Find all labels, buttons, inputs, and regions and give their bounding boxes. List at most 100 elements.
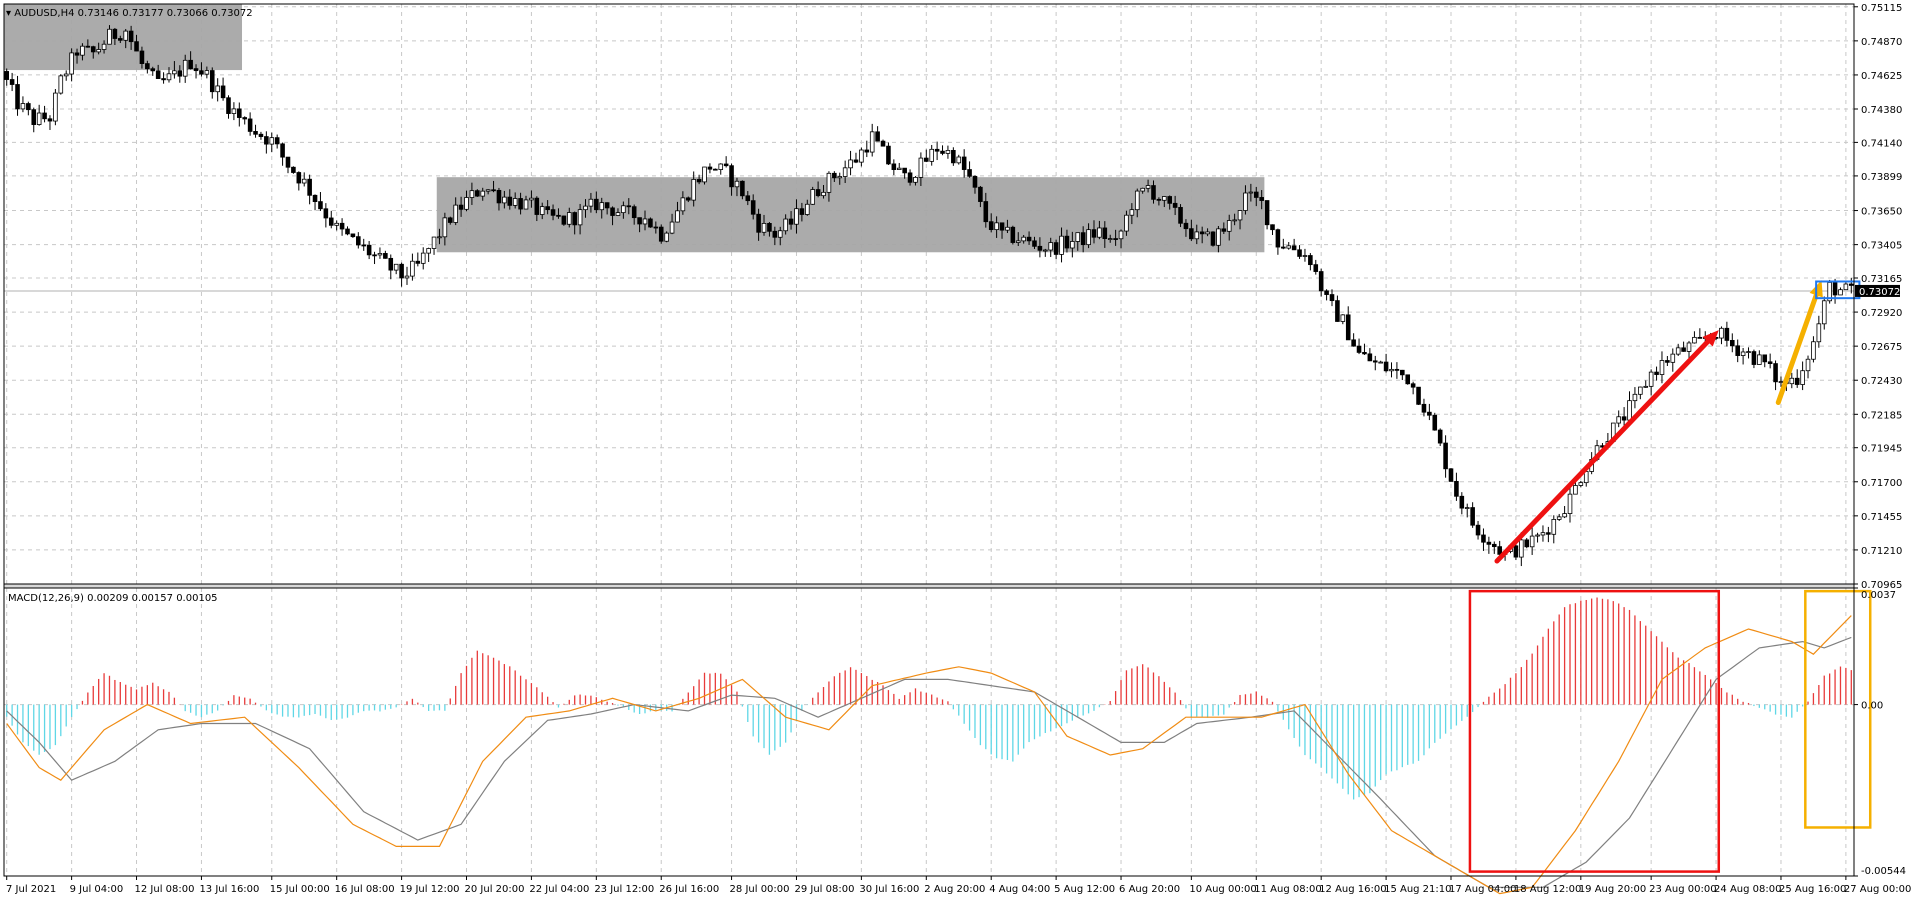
candle-bear [1383,361,1389,372]
candle-bull [1086,229,1091,246]
trend-arrows [1494,280,1861,564]
candle-bear [1767,361,1773,364]
candle-bull [777,230,783,238]
candle-bear [1183,222,1189,230]
candle-bull [1005,226,1010,231]
macd-highlight-box [1804,589,1872,829]
candle-bull [1811,341,1816,360]
candle-bear [1324,290,1329,295]
current-price-badge [1855,284,1900,297]
candle-bear [318,201,323,210]
candle-bear [458,204,464,210]
candle-bull [166,73,172,81]
current-price-label: 0.73072 [1859,287,1900,298]
candle-bull [1248,191,1254,194]
candle-bull [664,232,669,242]
candle-bear [1654,371,1659,375]
candle-bull [182,59,188,77]
candle-bull [1243,192,1248,211]
candle-bull [1578,482,1584,486]
macd-boxes [1468,589,1872,873]
time-tick-label: 10 Aug 00:00 [1189,884,1256,895]
candle-bear [291,166,296,173]
price-tick-label: 0.73899 [1861,172,1902,183]
macd-histogram [6,597,1852,800]
candle-bear [1026,236,1032,242]
candle-bull [1070,241,1075,249]
candle-bull [96,49,101,53]
candle-bear [561,215,567,225]
candle-bear [1172,202,1178,208]
candle-bear [1253,191,1259,198]
candle-bear [1762,354,1768,363]
time-tick-label: 19 Aug 20:00 [1579,884,1646,895]
candle-bull [615,212,621,216]
candle-bull [485,189,491,192]
candle-bear [1470,507,1475,526]
macd-highlight-box [1468,589,1721,873]
price-tick-label: 0.72185 [1861,410,1902,421]
macd-axis: 0.0037 0.00 -0.00544 [1854,587,1906,877]
time-tick-label: 6 Aug 20:00 [1119,884,1180,895]
candle-bear [1356,345,1362,353]
candle-bull [1746,351,1751,353]
trend-arrow-head [1702,330,1719,347]
candle-bear [902,167,907,174]
candle-bull [1583,471,1589,484]
macd-tick-label: -0.00544 [1861,866,1906,877]
candle-bull [1816,323,1822,343]
candle-bull [442,217,448,238]
candle-bull [1226,220,1232,232]
candle-bear [1313,264,1319,272]
candle-bear [161,78,166,81]
time-tick-label: 12 Jul 08:00 [135,884,195,895]
candle-bear [9,79,15,85]
candle-bear [312,194,318,203]
candle-bull [469,190,475,198]
candle-bear [507,196,513,206]
candle-bear [1497,546,1502,555]
candle-bull [588,198,594,207]
price-tick-label: 0.75115 [1861,3,1902,14]
candle-bear [1410,383,1416,388]
candle-bear [345,228,350,235]
price-tick-label: 0.71945 [1861,444,1902,455]
candle-bear [145,63,150,70]
candle-bear [853,159,859,163]
candle-bull [642,218,648,225]
candle-bear [637,217,642,225]
candle-bull [215,85,220,93]
candle-bear [285,156,291,168]
candle-bear [907,172,913,183]
candle-bull [426,248,431,254]
candle-bear [193,68,199,72]
candle-bear [685,197,691,201]
candle-bull [393,263,399,271]
candle-bull [1043,249,1048,252]
price-tick-label: 0.73405 [1861,241,1902,252]
candle-bear [253,131,258,135]
candle-bear [1448,468,1454,482]
candle-bear [1475,524,1481,536]
candle-bear [604,202,610,209]
time-tick-label: 13 Jul 16:00 [199,884,259,895]
candle-bear [1421,403,1427,413]
candle-bear [815,189,821,197]
candle-bear [1459,495,1465,509]
candle-bull [1838,289,1843,296]
candle-bear [1113,238,1118,240]
candle-bear [978,186,983,202]
candle-bear [875,131,880,142]
candle-bull [1286,245,1292,249]
candle-bull [36,112,42,125]
candle-bull [420,252,426,264]
candle-bear [264,136,269,145]
candle-bull [945,150,951,154]
candle-bear [1665,360,1670,363]
candle-bear [150,68,156,72]
candle-bull [1194,231,1200,240]
candle-bull [1540,532,1546,536]
candle-bull [101,43,107,50]
candle-bear [988,221,994,231]
candle-bull [859,149,864,163]
